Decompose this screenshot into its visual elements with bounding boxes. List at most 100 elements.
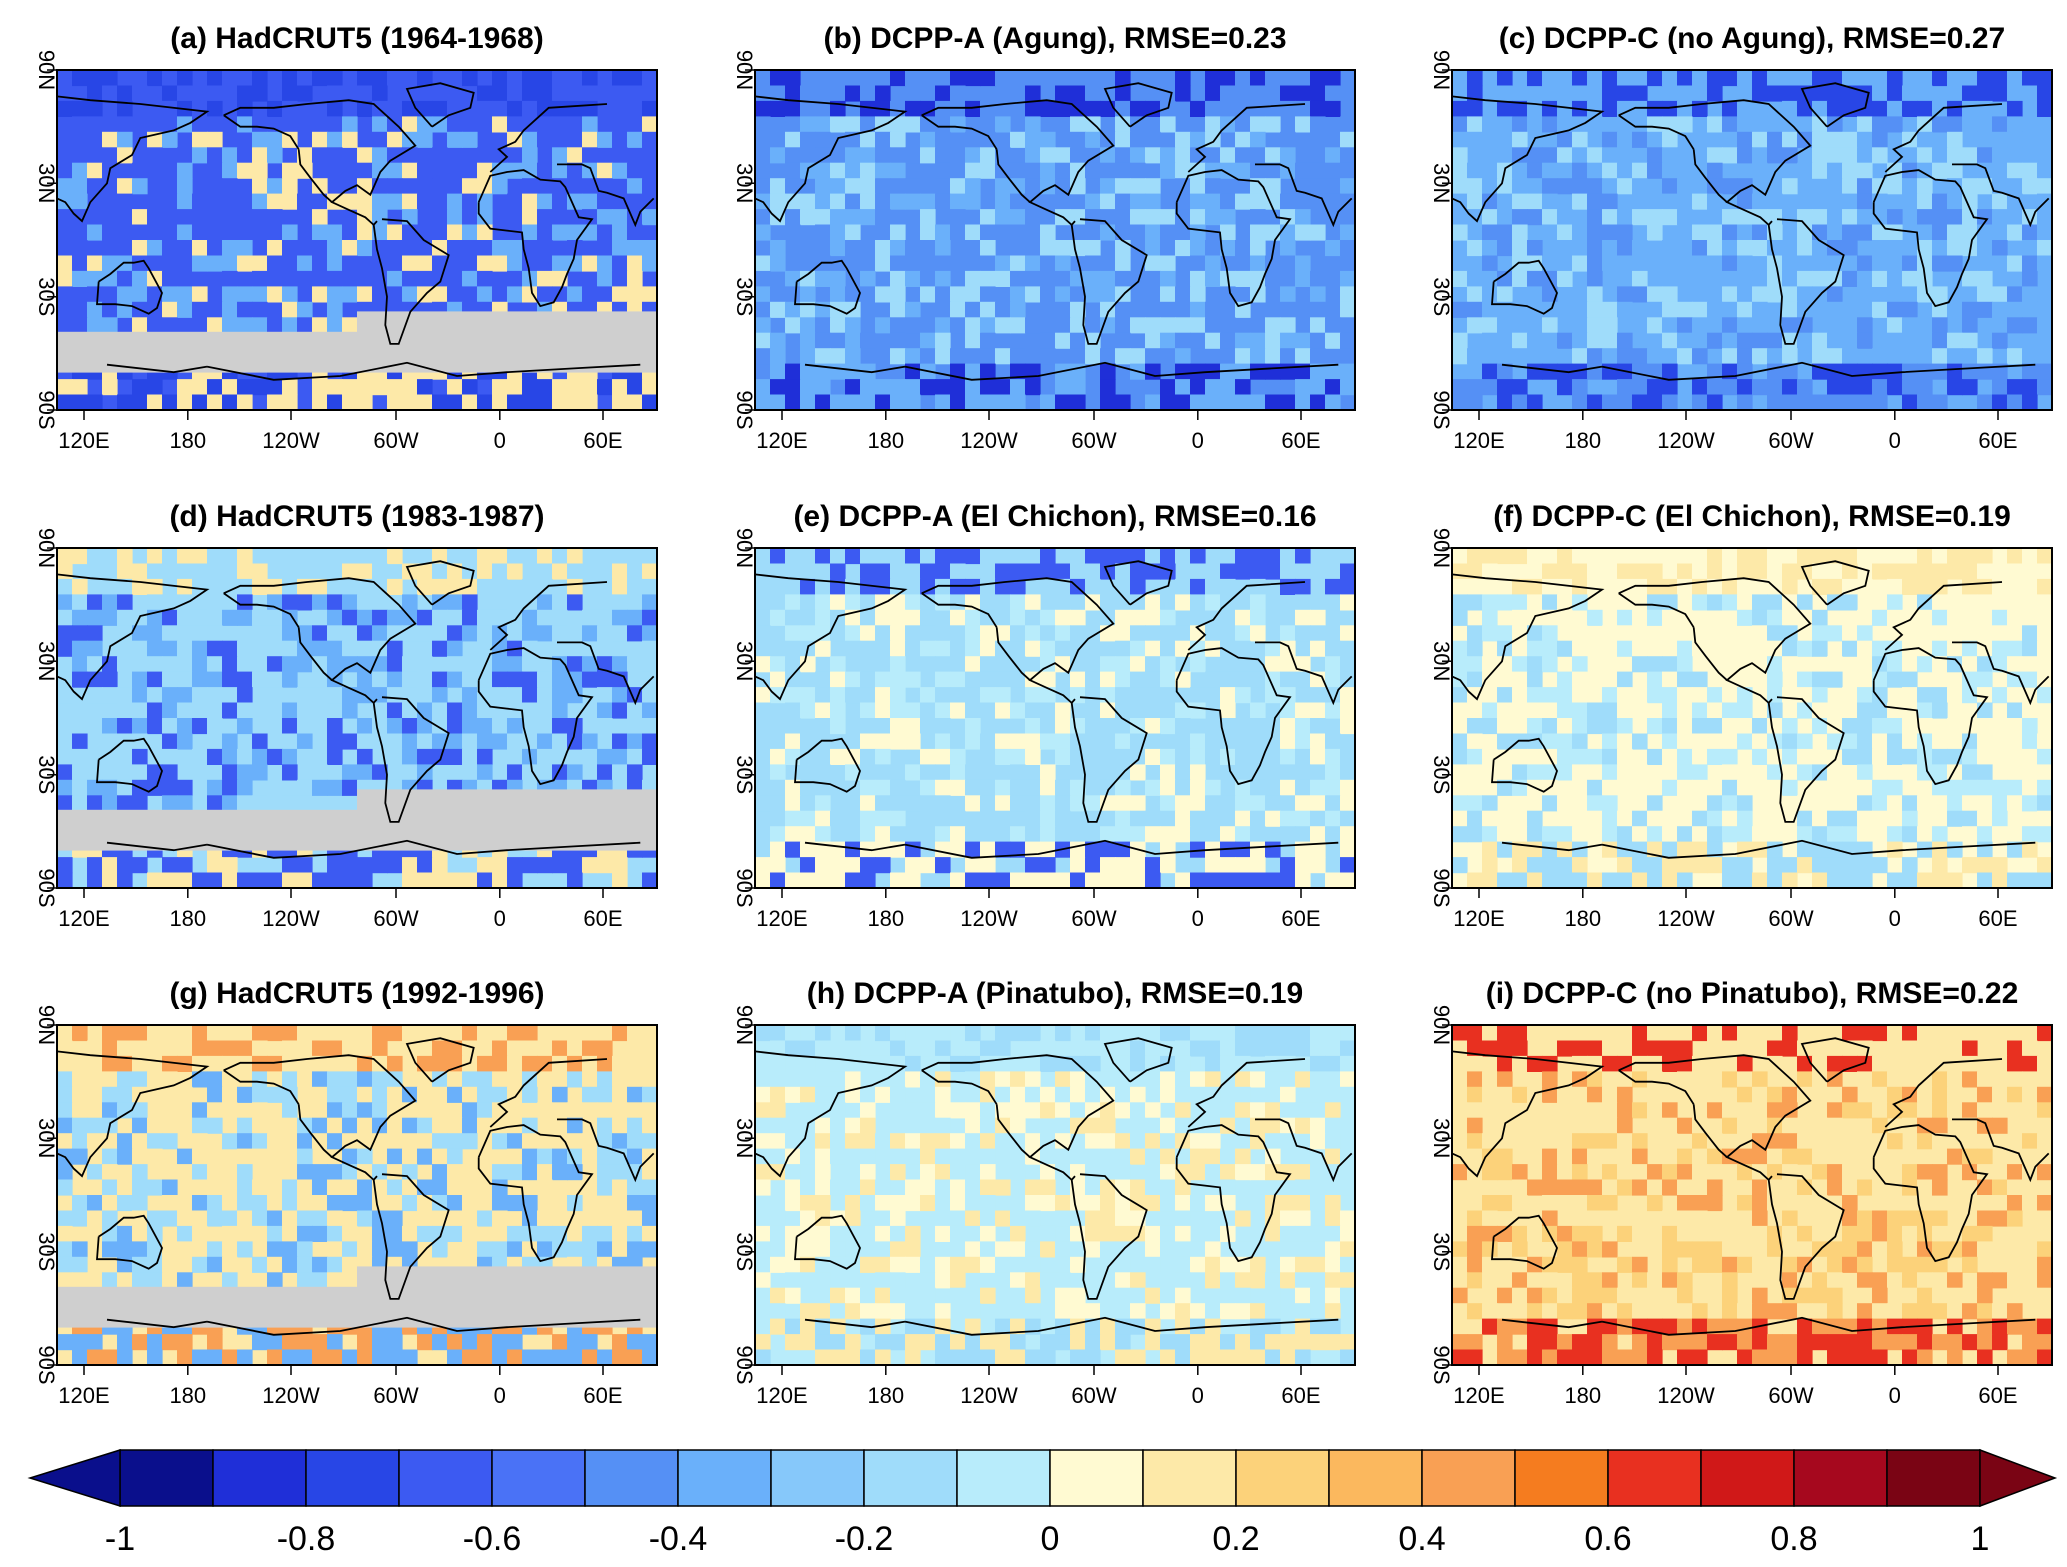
field-cell xyxy=(1100,363,1116,380)
field-cell xyxy=(1677,100,1693,117)
field-cell xyxy=(102,317,118,334)
field-cell xyxy=(1827,100,1843,117)
field-cell xyxy=(537,718,553,735)
field-cell xyxy=(162,764,178,781)
field-cell xyxy=(417,131,433,148)
field-cell xyxy=(177,1272,193,1289)
coastline xyxy=(1692,627,1728,681)
field-cell xyxy=(2022,718,2038,735)
field-cell xyxy=(177,718,193,735)
field-cell xyxy=(1662,872,1678,888)
field-cell xyxy=(860,209,876,226)
field-cell xyxy=(1542,147,1558,164)
field-cell xyxy=(1100,162,1116,179)
field-cell xyxy=(1872,363,1888,380)
field-cell xyxy=(387,748,403,765)
field-cell xyxy=(282,594,298,611)
field-cell xyxy=(1010,625,1026,642)
field-cell xyxy=(1295,857,1311,874)
field-cell xyxy=(87,625,103,642)
field-cell xyxy=(980,131,996,148)
field-cell xyxy=(372,147,388,164)
field-cell xyxy=(920,609,936,626)
field-cell xyxy=(770,286,786,303)
field-cell xyxy=(890,656,906,673)
field-cell xyxy=(1512,162,1528,179)
field-cell xyxy=(1160,810,1176,827)
field-cell xyxy=(1055,609,1071,626)
field-cell xyxy=(327,1210,343,1227)
field-cell xyxy=(1962,379,1978,396)
field-cell xyxy=(207,209,223,226)
field-cell xyxy=(1872,379,1888,396)
field-cell xyxy=(1887,100,1903,117)
field-cell xyxy=(1085,733,1101,750)
field-cell xyxy=(1842,625,1858,642)
field-cell xyxy=(477,147,493,164)
field-cell xyxy=(1797,301,1813,318)
field-cell xyxy=(800,795,816,812)
field-cell xyxy=(147,718,163,735)
field-cell xyxy=(252,131,268,148)
field-cell xyxy=(537,1210,553,1227)
field-cell xyxy=(312,379,328,396)
field-cell xyxy=(1175,394,1191,410)
y-tick-label: 30S xyxy=(34,277,59,316)
field-cell xyxy=(612,1071,628,1088)
field-cell xyxy=(387,640,403,657)
field-cell xyxy=(860,240,876,257)
field-cell xyxy=(1280,270,1296,287)
field-cell xyxy=(1857,317,1873,334)
field-cell xyxy=(282,1225,298,1242)
field-cell xyxy=(1085,70,1101,87)
field-cell xyxy=(800,578,816,595)
field-cell xyxy=(1722,131,1738,148)
field-cell xyxy=(1512,687,1528,704)
field-cell xyxy=(492,1025,508,1042)
field-cell xyxy=(477,872,493,888)
field-cell xyxy=(920,224,936,241)
field-cell xyxy=(1872,255,1888,272)
field-cell xyxy=(72,594,88,611)
field-cell xyxy=(522,379,538,396)
field-cell xyxy=(237,1148,253,1165)
field-cell xyxy=(387,131,403,148)
field-cell xyxy=(1235,687,1251,704)
field-cell xyxy=(980,70,996,87)
field-cell xyxy=(597,1071,613,1088)
field-cell xyxy=(980,317,996,334)
field-cell xyxy=(1085,764,1101,781)
field-cell xyxy=(537,193,553,210)
field-cell xyxy=(162,270,178,287)
field-cell xyxy=(417,1225,433,1242)
field-cell xyxy=(1842,85,1858,102)
field-cell xyxy=(1737,594,1753,611)
field-cell xyxy=(87,394,103,410)
field-cell xyxy=(1752,270,1768,287)
field-cell xyxy=(432,578,448,595)
field-cell xyxy=(770,656,786,673)
field-cell xyxy=(1677,656,1693,673)
field-cell xyxy=(1647,687,1663,704)
field-cell xyxy=(1040,841,1056,858)
field-cell xyxy=(1767,671,1783,688)
field-cell xyxy=(537,563,553,580)
field-cell xyxy=(1932,640,1948,657)
field-cell xyxy=(1932,193,1948,210)
field-cell xyxy=(860,640,876,657)
field-cell xyxy=(552,255,568,272)
panel-frame xyxy=(56,69,658,411)
field-cell xyxy=(282,1210,298,1227)
field-cell xyxy=(447,1225,463,1242)
field-cell xyxy=(2037,332,2052,349)
field-cell xyxy=(815,872,831,888)
field-cell xyxy=(935,131,951,148)
field-cell xyxy=(845,394,861,410)
field-cell xyxy=(1872,733,1888,750)
field-cell xyxy=(492,85,508,102)
field-cell xyxy=(282,671,298,688)
field-cell xyxy=(1977,209,1993,226)
field-cell xyxy=(1677,733,1693,750)
field-cell xyxy=(935,795,951,812)
field-cell xyxy=(1145,363,1161,380)
